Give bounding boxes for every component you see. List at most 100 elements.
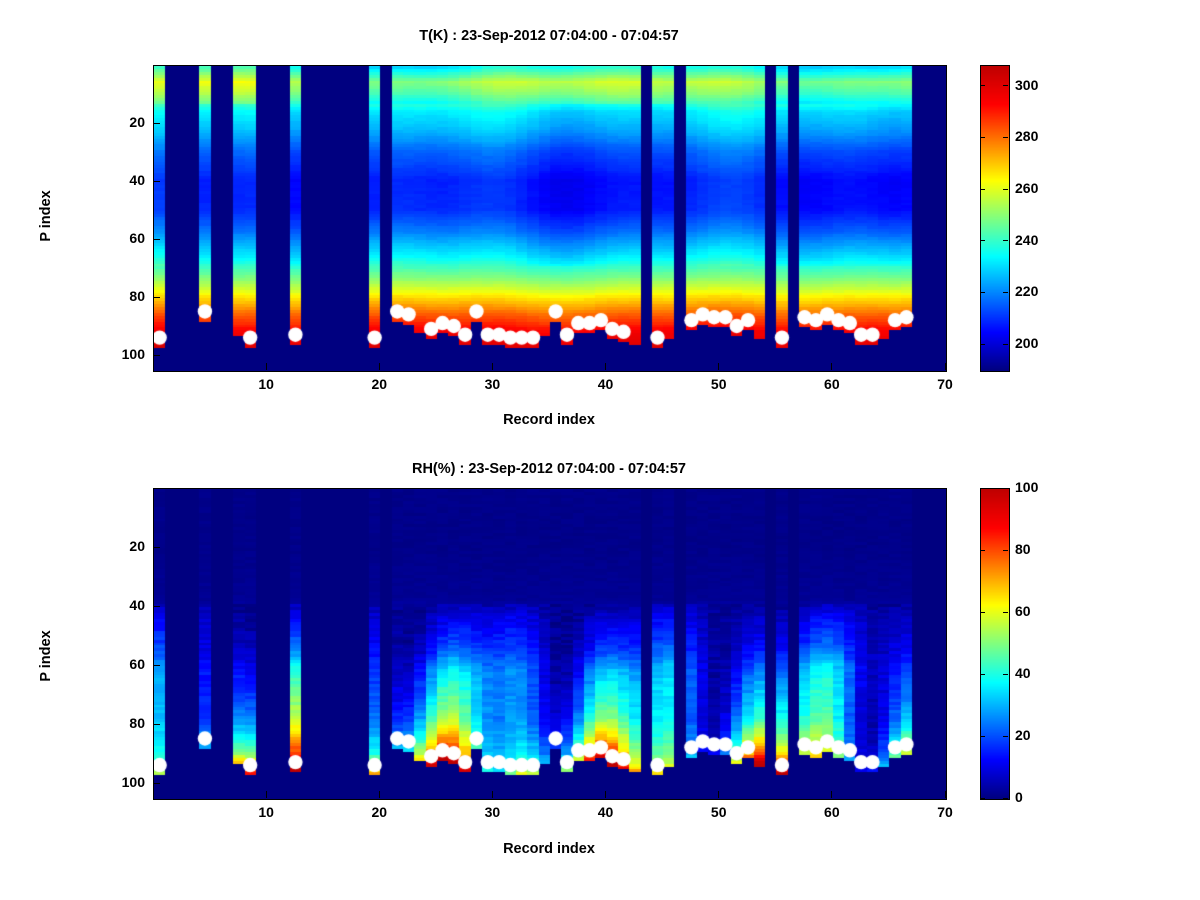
x-tick-label: 10 <box>258 804 274 820</box>
x-tick-mark <box>605 363 607 370</box>
colorbar-gradient-temperature <box>981 66 1009 371</box>
y-tick-label: 100 <box>121 346 145 363</box>
y-tick-mark <box>153 723 160 725</box>
x-tick-mark <box>831 363 833 370</box>
colorbar-tick-mark <box>1003 188 1008 190</box>
x-axis-label-relative-humidity: Record index <box>503 841 595 857</box>
x-tick-mark <box>718 791 720 798</box>
colorbar-tick-mark <box>1003 735 1008 737</box>
x-tick-mark <box>378 791 380 798</box>
x-tick-label: 30 <box>484 376 501 392</box>
heatmap-image-relative-humidity <box>154 489 946 799</box>
y-tick-label: 60 <box>129 230 145 247</box>
colorbar-temperature <box>980 65 1010 372</box>
colorbar-gradient-relative-humidity <box>981 489 1009 799</box>
x-tick-label: 30 <box>484 804 501 820</box>
y-tick-label: 20 <box>129 114 145 131</box>
colorbar-tick-label: 280 <box>1015 128 1039 145</box>
colorbar-tick-label: 100 <box>1015 479 1039 495</box>
y-tick-mark <box>153 354 160 356</box>
colorbar-tick-label: 60 <box>1015 603 1031 619</box>
y-tick-mark <box>153 122 160 124</box>
x-tick-mark <box>944 791 946 798</box>
x-tick-label: 50 <box>710 376 727 392</box>
panel-relative-humidity: RH(%) : 23-Sep-2012 07:04:00 - 07:04:57 … <box>0 440 1200 900</box>
y-tick-label: 100 <box>121 774 145 791</box>
x-tick-label: 60 <box>824 804 840 820</box>
x-tick-mark <box>605 791 607 798</box>
y-tick-mark <box>153 782 160 784</box>
y-tick-label: 80 <box>129 288 145 305</box>
y-tick-label: 40 <box>129 597 145 614</box>
colorbar-tick-mark <box>1003 797 1008 799</box>
colorbar-tick-mark <box>1003 85 1008 87</box>
x-tick-mark <box>265 363 267 370</box>
chart-title-relative-humidity: RH(%) : 23-Sep-2012 07:04:00 - 07:04:57 <box>411 461 686 477</box>
x-tick-label: 70 <box>937 376 953 392</box>
colorbar-tick-mark <box>980 188 985 190</box>
colorbar-tick-label: 40 <box>1015 665 1031 681</box>
panel-temperature: T(K) : 23-Sep-2012 07:04:00 - 07:04:57 P… <box>0 0 1200 440</box>
x-tick-label: 40 <box>597 804 614 820</box>
colorbar-tick-label: 80 <box>1015 541 1031 557</box>
colorbar-tick-mark <box>980 735 985 737</box>
x-axis-label-temperature: Record index <box>503 412 595 428</box>
colorbar-tick-mark <box>980 673 985 675</box>
x-tick-label: 40 <box>597 376 614 392</box>
colorbar-tick-mark <box>980 240 985 242</box>
x-tick-mark <box>491 363 493 370</box>
heatmap-image-temperature <box>154 66 946 371</box>
colorbar-tick-label: 0 <box>1015 789 1023 805</box>
x-tick-mark <box>491 791 493 798</box>
x-tick-label: 20 <box>371 804 388 820</box>
colorbar-tick-label: 20 <box>1015 727 1031 743</box>
heatmap-axes-relative-humidity <box>153 488 947 800</box>
colorbar-tick-mark <box>1003 343 1008 345</box>
colorbar-tick-mark <box>1003 611 1008 613</box>
x-tick-label: 60 <box>824 376 840 392</box>
colorbar-relative-humidity <box>980 488 1010 800</box>
y-tick-label: 40 <box>129 172 145 189</box>
y-tick-label: 80 <box>129 715 145 732</box>
chart-title-temperature: T(K) : 23-Sep-2012 07:04:00 - 07:04:57 <box>419 28 679 44</box>
colorbar-tick-mark <box>1003 673 1008 675</box>
colorbar-tick-mark <box>980 611 985 613</box>
colorbar-tick-label: 260 <box>1015 180 1039 197</box>
y-tick-mark <box>153 238 160 240</box>
y-axis-label-relative-humidity: P index <box>38 630 54 682</box>
colorbar-tick-mark <box>1003 136 1008 138</box>
colorbar-tick-mark <box>1003 291 1008 293</box>
colorbar-tick-mark <box>1003 240 1008 242</box>
colorbar-tick-label: 220 <box>1015 283 1039 300</box>
x-tick-label: 20 <box>371 376 388 392</box>
colorbar-tick-label: 240 <box>1015 231 1039 248</box>
colorbar-tick-mark <box>1003 487 1008 489</box>
y-tick-mark <box>153 546 160 548</box>
colorbar-tick-mark <box>980 136 985 138</box>
y-tick-mark <box>153 296 160 298</box>
colorbar-tick-mark <box>980 797 985 799</box>
heatmap-axes-temperature <box>153 65 947 372</box>
colorbar-tick-label: 300 <box>1015 76 1039 93</box>
colorbar-tick-mark <box>980 549 985 551</box>
x-tick-label: 70 <box>937 804 953 820</box>
colorbar-tick-mark <box>980 291 985 293</box>
colorbar-tick-label: 200 <box>1015 335 1039 352</box>
colorbar-tick-mark <box>980 487 985 489</box>
colorbar-tick-mark <box>980 343 985 345</box>
x-tick-mark <box>944 363 946 370</box>
colorbar-tick-mark <box>980 85 985 87</box>
x-tick-mark <box>265 791 267 798</box>
y-axis-label-temperature: P index <box>38 190 54 242</box>
y-tick-mark <box>153 664 160 666</box>
colorbar-tick-mark <box>1003 549 1008 551</box>
y-tick-label: 60 <box>129 656 145 673</box>
y-tick-label: 20 <box>129 538 145 555</box>
y-tick-mark <box>153 605 160 607</box>
x-tick-mark <box>378 363 380 370</box>
x-tick-mark <box>831 791 833 798</box>
y-tick-mark <box>153 180 160 182</box>
x-tick-label: 10 <box>258 376 274 392</box>
x-tick-mark <box>718 363 720 370</box>
